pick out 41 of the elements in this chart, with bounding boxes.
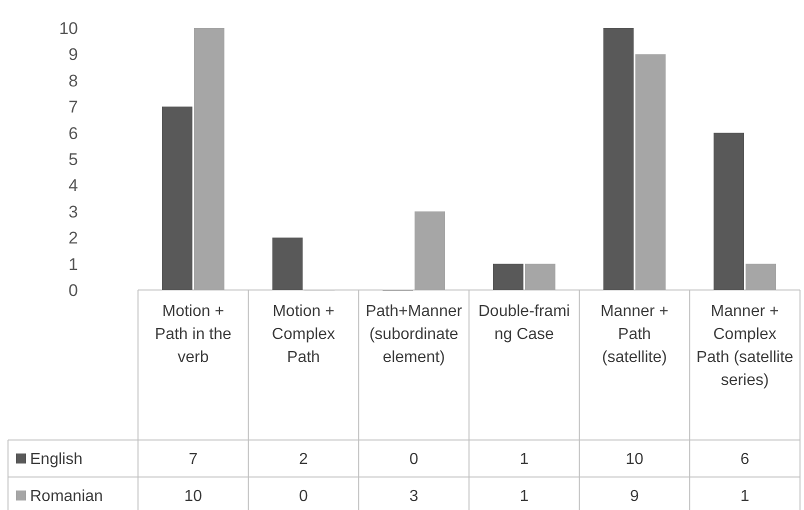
y-tick-label: 6 xyxy=(68,124,78,143)
x-tick-label: Path+Manner (subordinate element) xyxy=(366,303,463,366)
bar xyxy=(492,264,524,290)
x-tick-label: Manner + Path (satellite) xyxy=(600,303,669,366)
bar xyxy=(162,106,192,290)
bar xyxy=(746,264,776,290)
bar xyxy=(194,28,224,290)
y-tick-label: 1 xyxy=(68,254,78,274)
data-label: 10 xyxy=(626,451,644,468)
legend-label: English xyxy=(30,451,82,468)
y-tick-label: 2 xyxy=(68,228,78,248)
y-tick-label: 4 xyxy=(68,176,78,196)
y-tick-label: 7 xyxy=(68,98,78,117)
legend-label: Romanian xyxy=(30,488,103,506)
bar xyxy=(603,28,634,290)
x-tick-label: Motion + Complex Path xyxy=(272,303,336,366)
x-tick-label: Double-framing Case xyxy=(478,303,570,343)
bar xyxy=(635,54,666,290)
y-tick-label: 8 xyxy=(68,71,78,90)
x-tick-label: Manner + Complex Path (satellite series) xyxy=(696,303,794,389)
data-label: 10 xyxy=(184,488,202,506)
bar xyxy=(414,211,446,290)
data-label: 1 xyxy=(520,488,529,506)
data-label: 7 xyxy=(188,451,198,468)
data-label: 3 xyxy=(409,488,418,506)
bar xyxy=(714,132,744,290)
y-tick-label: 5 xyxy=(68,150,78,169)
y-tick-label: 10 xyxy=(59,18,78,38)
y-tick-label: 9 xyxy=(68,45,78,64)
y-tick-label: 0 xyxy=(68,280,78,300)
y-tick-label: 3 xyxy=(68,202,78,222)
data-label: 2 xyxy=(299,451,308,468)
data-label: 0 xyxy=(409,451,418,468)
data-label: 9 xyxy=(630,488,640,506)
data-label: 1 xyxy=(740,488,750,506)
data-label: 0 xyxy=(299,488,308,506)
data-label: 1 xyxy=(520,451,529,468)
bar xyxy=(524,264,556,290)
bar xyxy=(272,238,303,290)
data-label: 6 xyxy=(740,451,750,468)
x-tick-label: Motion + Path in the verb xyxy=(154,303,232,366)
